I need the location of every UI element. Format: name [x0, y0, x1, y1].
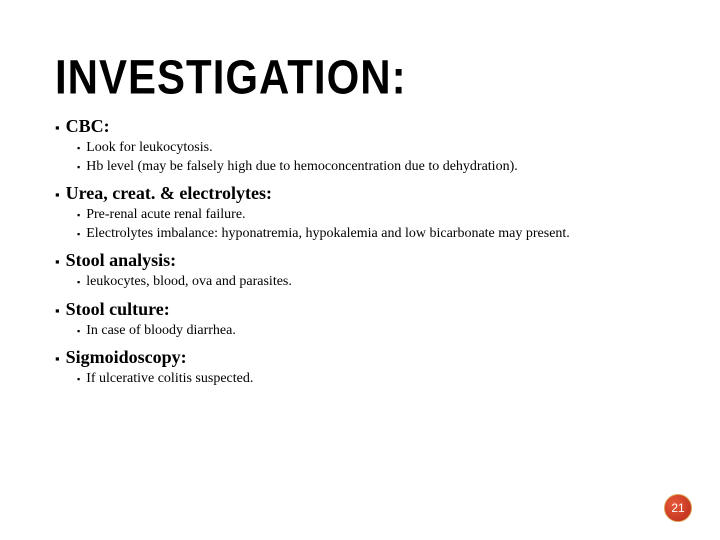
list-item: ▪ Hb level (may be falsely high due to h… [77, 158, 665, 176]
section-cbc: ▪ CBC: ▪ Look for leukocytosis. ▪ Hb lev… [55, 116, 665, 175]
section-header: ▪ Stool analysis: [55, 250, 665, 271]
section-heading: Stool culture: [66, 299, 170, 320]
section-heading: Sigmoidoscopy: [66, 347, 187, 368]
list-item: ▪ Electrolytes imbalance: hyponatremia, … [77, 225, 665, 243]
bullet-icon: ▪ [55, 188, 60, 201]
list-item: ▪ If ulcerative colitis suspected. [77, 370, 665, 388]
sub-list: ▪ In case of bloody diarrhea. [77, 322, 665, 340]
section-stool-culture: ▪ Stool culture: ▪ In case of bloody dia… [55, 299, 665, 340]
sub-list: ▪ Pre-renal acute renal failure. ▪ Elect… [77, 206, 665, 242]
section-header: ▪ Sigmoidoscopy: [55, 347, 665, 368]
section-header: ▪ CBC: [55, 116, 665, 137]
sub-list: ▪ leukocytes, blood, ova and parasites. [77, 273, 665, 291]
section-urea: ▪ Urea, creat. & electrolytes: ▪ Pre-ren… [55, 183, 665, 242]
page-number-badge: 21 [664, 494, 692, 522]
item-text: In case of bloody diarrhea. [86, 322, 236, 340]
section-header: ▪ Urea, creat. & electrolytes: [55, 183, 665, 204]
list-item: ▪ Look for leukocytosis. [77, 139, 665, 157]
slide-title: INVESTIGATION: [55, 50, 665, 105]
bullet-icon: ▪ [55, 121, 60, 134]
bullet-icon: ▪ [77, 375, 80, 384]
bullet-icon: ▪ [55, 304, 60, 317]
item-text: Pre-renal acute renal failure. [86, 206, 245, 224]
item-text: leukocytes, blood, ova and parasites. [86, 273, 292, 291]
section-heading: CBC: [66, 116, 110, 137]
list-item: ▪ Pre-renal acute renal failure. [77, 206, 665, 224]
bullet-icon: ▪ [77, 278, 80, 287]
list-item: ▪ In case of bloody diarrhea. [77, 322, 665, 340]
bullet-icon: ▪ [77, 211, 80, 220]
item-text: Look for leukocytosis. [86, 139, 212, 157]
sub-list: ▪ If ulcerative colitis suspected. [77, 370, 665, 388]
bullet-icon: ▪ [77, 144, 80, 153]
section-sigmoidoscopy: ▪ Sigmoidoscopy: ▪ If ulcerative colitis… [55, 347, 665, 388]
bullet-icon: ▪ [77, 163, 80, 172]
page-number: 21 [671, 501, 684, 515]
section-header: ▪ Stool culture: [55, 299, 665, 320]
bullet-icon: ▪ [77, 230, 80, 239]
section-heading: Stool analysis: [66, 250, 177, 271]
bullet-icon: ▪ [55, 352, 60, 365]
item-text: If ulcerative colitis suspected. [86, 370, 253, 388]
sub-list: ▪ Look for leukocytosis. ▪ Hb level (may… [77, 139, 665, 175]
list-item: ▪ leukocytes, blood, ova and parasites. [77, 273, 665, 291]
item-text: Electrolytes imbalance: hyponatremia, hy… [86, 225, 570, 243]
section-heading: Urea, creat. & electrolytes: [66, 183, 272, 204]
section-stool-analysis: ▪ Stool analysis: ▪ leukocytes, blood, o… [55, 250, 665, 291]
bullet-icon: ▪ [77, 327, 80, 336]
bullet-icon: ▪ [55, 255, 60, 268]
item-text: Hb level (may be falsely high due to hem… [86, 158, 518, 176]
